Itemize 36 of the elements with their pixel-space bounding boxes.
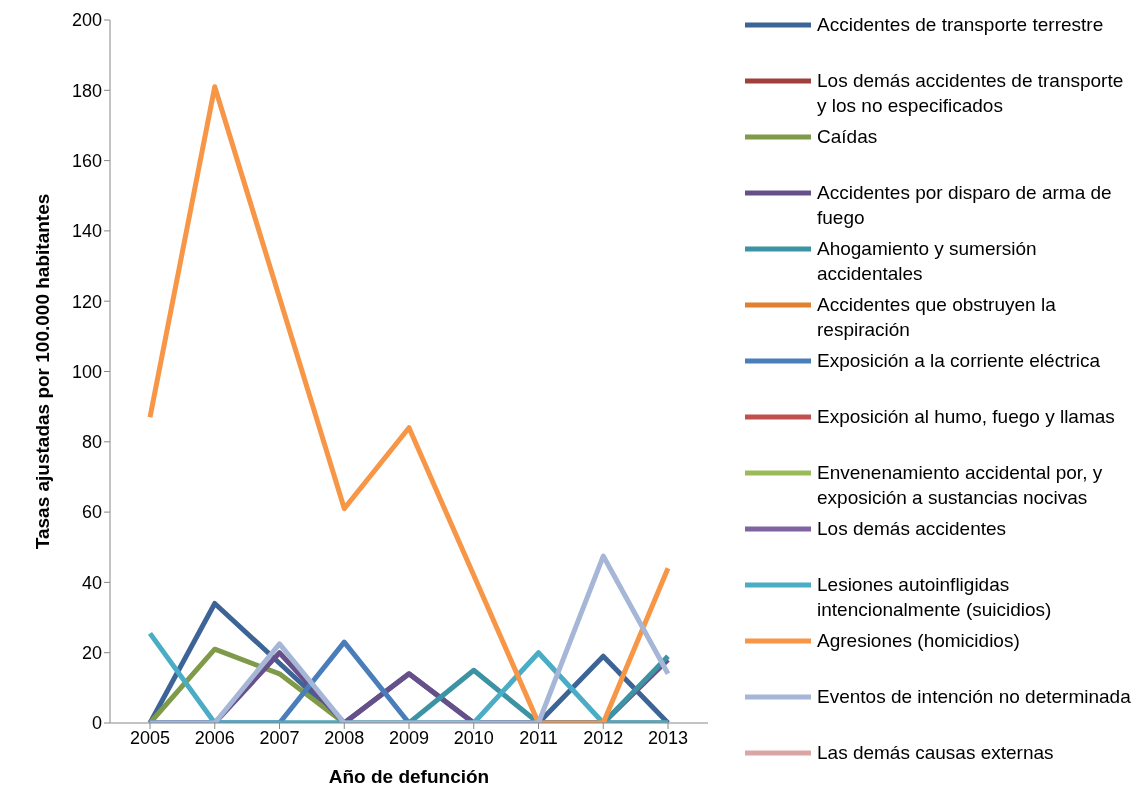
legend-label: Lesiones autoinfligidas intencionalmente (suicidios) bbox=[817, 573, 1053, 622]
y-tick-label: 120 bbox=[71, 291, 102, 312]
legend-label: Envenenamiento accidental por, y exposición a sustancias nocivas bbox=[817, 461, 1104, 510]
legend-label: Ahogamiento y sumersión accidentales bbox=[817, 237, 1038, 286]
legend-label: Exposición al humo, fuego y llamas bbox=[817, 405, 1115, 429]
x-axis-title: Año de defunción bbox=[328, 766, 490, 787]
y-tick-label: 80 bbox=[81, 432, 102, 453]
x-tick-label: 2006 bbox=[194, 727, 235, 748]
y-tick-label: 20 bbox=[81, 643, 102, 664]
legend-label: Exposición a la corriente eléctrica bbox=[817, 349, 1101, 373]
x-tick-label: 2007 bbox=[259, 727, 300, 748]
y-tick-label: 160 bbox=[71, 150, 102, 171]
legend-label: Accidentes que obstruyen la respiración bbox=[817, 293, 1057, 342]
legend-label: Accidentes de transporte terrestre bbox=[817, 13, 1104, 37]
x-tick-label: 2011 bbox=[519, 727, 558, 748]
y-tick-label: 0 bbox=[91, 713, 102, 734]
y-tick-label: 140 bbox=[71, 221, 102, 242]
legend-label: Agresiones (homicidios) bbox=[817, 629, 1020, 653]
x-tick-label: 2009 bbox=[388, 727, 430, 748]
x-tick-label: 2010 bbox=[453, 727, 494, 748]
x-tick-label: 2005 bbox=[129, 727, 171, 748]
legend-label: Los demás accidentes bbox=[817, 517, 1007, 541]
legend-label: Las demás causas externas bbox=[817, 741, 1054, 765]
x-tick-label: 2012 bbox=[583, 727, 624, 748]
y-tick-label: 200 bbox=[71, 10, 102, 31]
y-tick-label: 40 bbox=[81, 572, 102, 593]
y-axis-title: Tasas ajustadas por 100.000 habitantes bbox=[31, 193, 53, 550]
legend-label: Accidentes por disparo de arma de fuego bbox=[817, 181, 1113, 230]
x-tick-label: 2008 bbox=[324, 727, 365, 748]
x-tick-label: 2013 bbox=[647, 727, 689, 748]
legend-label: Los demás accidentes de transporte y los no especificados bbox=[817, 69, 1125, 118]
legend-label: Caídas bbox=[817, 125, 878, 149]
legend-label: Eventos de intención no determinada bbox=[817, 685, 1131, 709]
y-tick-label: 100 bbox=[71, 361, 102, 382]
y-tick-label: 180 bbox=[71, 80, 102, 101]
y-tick-label: 60 bbox=[81, 502, 102, 523]
